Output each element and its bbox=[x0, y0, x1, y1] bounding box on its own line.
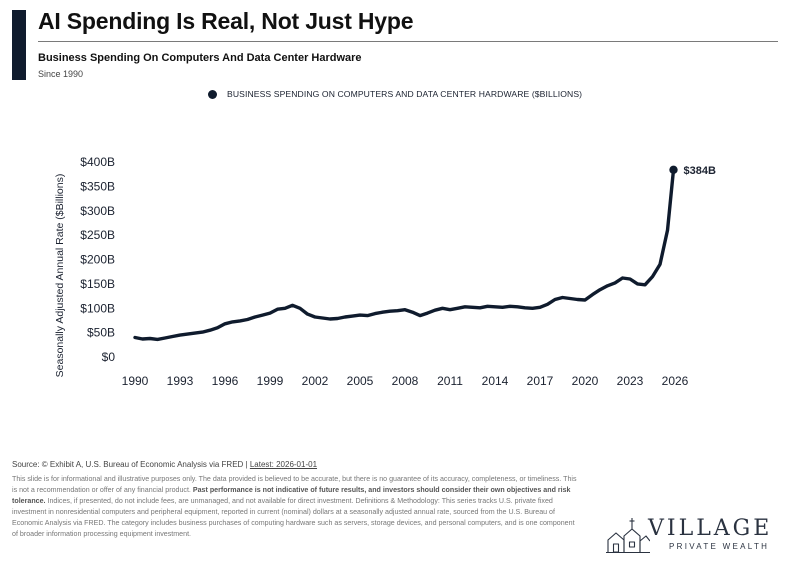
latest-date-link[interactable]: Latest: 2026-01-01 bbox=[249, 460, 318, 469]
y-tick-label: $150B bbox=[80, 277, 115, 291]
series-markers bbox=[669, 165, 678, 174]
y-tick-label: $400B bbox=[80, 155, 115, 169]
x-tick-label: 2008 bbox=[392, 374, 419, 388]
x-tick-label: 2005 bbox=[347, 374, 374, 388]
chart-annotations: $384B bbox=[684, 165, 716, 177]
latest-value-marker bbox=[669, 165, 678, 174]
accent-bar bbox=[12, 10, 26, 80]
disclaimer: This slide is for informational and illu… bbox=[12, 474, 582, 539]
disclaimer-text-1: This slide is for informational and illu… bbox=[12, 475, 577, 494]
y-tick-label: $250B bbox=[80, 228, 115, 242]
legend-marker bbox=[208, 89, 217, 99]
x-tick-label: 2023 bbox=[617, 374, 644, 388]
x-tick-label: 1999 bbox=[257, 374, 284, 388]
page-title: AI Spending Is Real, Not Just Hype bbox=[38, 8, 414, 34]
y-tick-label: $200B bbox=[80, 253, 115, 267]
disclaimer-text-2: Indices, if presented, do not include fe… bbox=[12, 496, 575, 538]
chart-legend: BUSINESS SPENDING ON COMPUTERS AND DATA … bbox=[208, 87, 582, 101]
source-text: Source: © Exhibit A, U.S. Bureau of Econ… bbox=[12, 460, 250, 469]
title-divider bbox=[38, 41, 778, 42]
series-line bbox=[133, 168, 676, 342]
y-tick-label: $100B bbox=[80, 301, 115, 315]
chart-subtitle: Business Spending On Computers And Data … bbox=[38, 52, 362, 64]
x-tick-labels: 1990 1993 1996 1999 2002 2005 2008 2011 2014 2017… bbox=[122, 374, 689, 388]
x-tick-label: 2002 bbox=[302, 374, 329, 388]
series-lines bbox=[133, 168, 676, 342]
church-house-icon bbox=[606, 518, 650, 554]
logo-subtitle: PRIVATE WEALTH bbox=[669, 542, 770, 551]
line-chart: $0 $50B $100B $150B $200B $250B $300B $350B $400… bbox=[54, 155, 716, 388]
y-tick-label: $0 bbox=[102, 350, 116, 364]
x-tick-label: 1993 bbox=[167, 374, 194, 388]
y-tick-labels: $0 $50B $100B $150B $200B $250B $300B $350B $400… bbox=[80, 155, 115, 364]
since-label: Since 1990 bbox=[38, 69, 84, 79]
logo-wordmark: VILLAGE bbox=[648, 516, 773, 541]
y-tick-label: $300B bbox=[80, 204, 115, 218]
legend-label: BUSINESS SPENDING ON COMPUTERS AND DATA … bbox=[227, 89, 583, 99]
x-tick-label: 2011 bbox=[437, 374, 463, 388]
y-tick-label: $50B bbox=[87, 326, 115, 340]
y-tick-label: $350B bbox=[80, 179, 115, 193]
y-axis-label: Seasonally Adjusted Annual Rate ($Billio… bbox=[54, 174, 66, 378]
disclaimer-bold-text: Past performance is not indicative of fu… bbox=[12, 485, 571, 505]
source-note: Source: © Exhibit A, U.S. Bureau of Econ… bbox=[12, 460, 317, 469]
x-tick-label: 1990 bbox=[122, 374, 149, 388]
latest-value-label: $384B bbox=[684, 165, 716, 177]
x-tick-label: 2014 bbox=[482, 374, 509, 388]
x-tick-label: 2017 bbox=[527, 374, 554, 388]
village-logo: VILLAGE PRIVATE WEALTH bbox=[606, 512, 776, 556]
x-tick-label: 2026 bbox=[662, 374, 689, 388]
x-tick-label: 2020 bbox=[572, 374, 599, 388]
x-tick-label: 1996 bbox=[212, 374, 239, 388]
